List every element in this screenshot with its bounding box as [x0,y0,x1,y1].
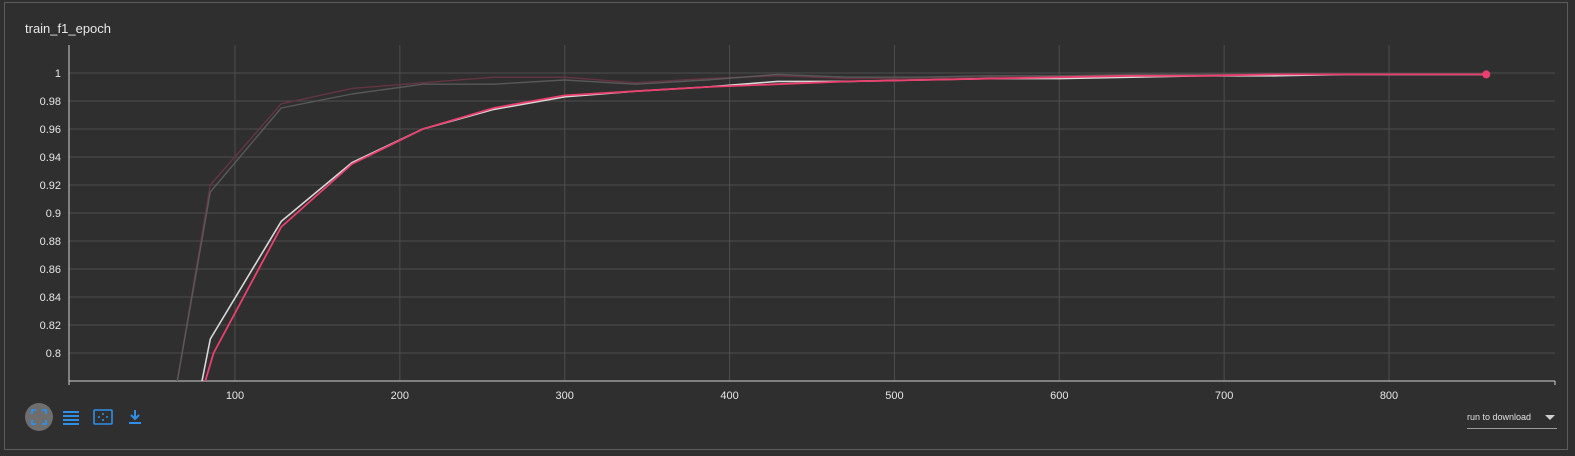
y-tick-label: 0.96 [40,124,61,136]
toggle-y-log-icon [63,411,79,425]
series-line-2 [176,73,1487,381]
y-tick-label: 0.84 [40,292,61,304]
x-tick-label: 100 [226,390,244,402]
fit-domain-icon [31,409,47,425]
y-tick-label: 0.82 [40,320,61,332]
y-tick-label: 0.86 [40,264,61,276]
series-endpoint-marker [1482,70,1491,79]
toggle-y-log-button[interactable] [57,403,85,431]
x-tick-label: 400 [720,390,738,402]
y-tick-label: 1 [55,68,61,80]
expand-button[interactable] [89,403,117,431]
x-tick-label: 500 [885,390,903,402]
chart-card: train_f1_epoch 100 200 300 400 500 600 700 800 0… [4,2,1568,450]
download-button[interactable] [121,403,149,431]
y-tick-label: 0.94 [40,152,61,164]
x-tick-label: 800 [1380,390,1398,402]
download-icon [129,410,141,424]
x-tick-label: 700 [1215,390,1233,402]
chart-toolbar [25,403,149,431]
y-tick-label: 0.8 [46,348,61,360]
line-chart[interactable]: 100 200 300 400 500 600 700 800 0.8 0.82 0.84 0.86 0… [5,3,1567,449]
y-tick-label: 0.9 [46,208,61,220]
run-to-download-label: run to download [1467,412,1532,422]
y-tick-label: 0.92 [40,180,61,192]
expand-icon [93,409,113,425]
series-line-3 [201,73,1487,381]
x-tick-label: 600 [1050,390,1068,402]
x-tick-label: 300 [556,390,574,402]
y-tick-label: 0.88 [40,236,61,248]
y-tick-label: 0.98 [40,96,61,108]
x-tick-label: 200 [391,390,409,402]
chart-title: train_f1_epoch [25,21,112,36]
series-line-1 [176,73,1487,381]
series-line-4 [204,73,1487,381]
fit-domain-button[interactable] [25,403,53,431]
chevron-down-icon [1545,415,1555,420]
run-to-download-select[interactable]: run to download [1467,407,1557,429]
